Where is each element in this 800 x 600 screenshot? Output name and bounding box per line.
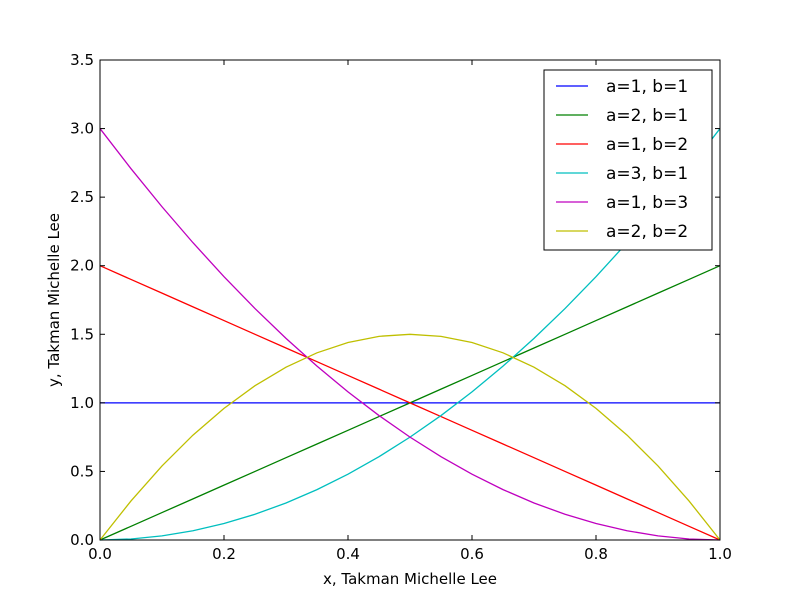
x-tick-label: 0.8 [584, 545, 608, 563]
legend-label-1: a=2, b=1 [606, 106, 688, 126]
x-tick-label: 0.6 [460, 545, 484, 563]
y-axis-ticks: 0.0 0.5 1.0 1.5 2.0 2.5 3.0 3.5 [70, 51, 720, 549]
x-tick-label: 0.2 [212, 545, 236, 563]
x-tick-label: 0.4 [336, 545, 360, 563]
legend-label-3: a=3, b=1 [606, 164, 688, 184]
legend: a=1, b=1 a=2, b=1 a=1, b=2 a=3, b=1 a=1, b=3… [543, 69, 713, 251]
legend-label-5: a=2, b=2 [606, 222, 688, 242]
series-line-4 [99, 128, 721, 541]
plot-frame [99, 59, 721, 541]
x-tick-label: 0.0 [88, 545, 112, 563]
series-lines [99, 128, 721, 541]
legend-box [543, 69, 713, 251]
y-tick-label: 3.0 [70, 120, 94, 138]
legend-label-4: a=1, b=3 [606, 193, 688, 213]
series-line-2 [99, 265, 721, 541]
y-tick-label: 0.0 [70, 531, 94, 549]
y-tick-label: 1.0 [70, 394, 94, 412]
y-tick-label: 0.5 [70, 462, 94, 480]
x-axis-ticks: 0.0 0.2 0.4 0.6 0.8 1.0 [88, 60, 732, 563]
y-tick-label: 2.0 [70, 257, 94, 275]
y-axis-label: y, Takman Michelle Lee [45, 213, 63, 387]
x-axis-label: x, Takman Michelle Lee [323, 570, 497, 588]
y-tick-label: 1.5 [70, 325, 94, 343]
x-tick-label: 1.0 [708, 545, 732, 563]
legend-label-2: a=1, b=2 [606, 135, 688, 155]
series-line-5 [99, 333, 721, 541]
y-tick-label: 3.5 [70, 51, 94, 69]
y-tick-label: 2.5 [70, 188, 94, 206]
legend-label-0: a=1, b=1 [606, 77, 688, 97]
